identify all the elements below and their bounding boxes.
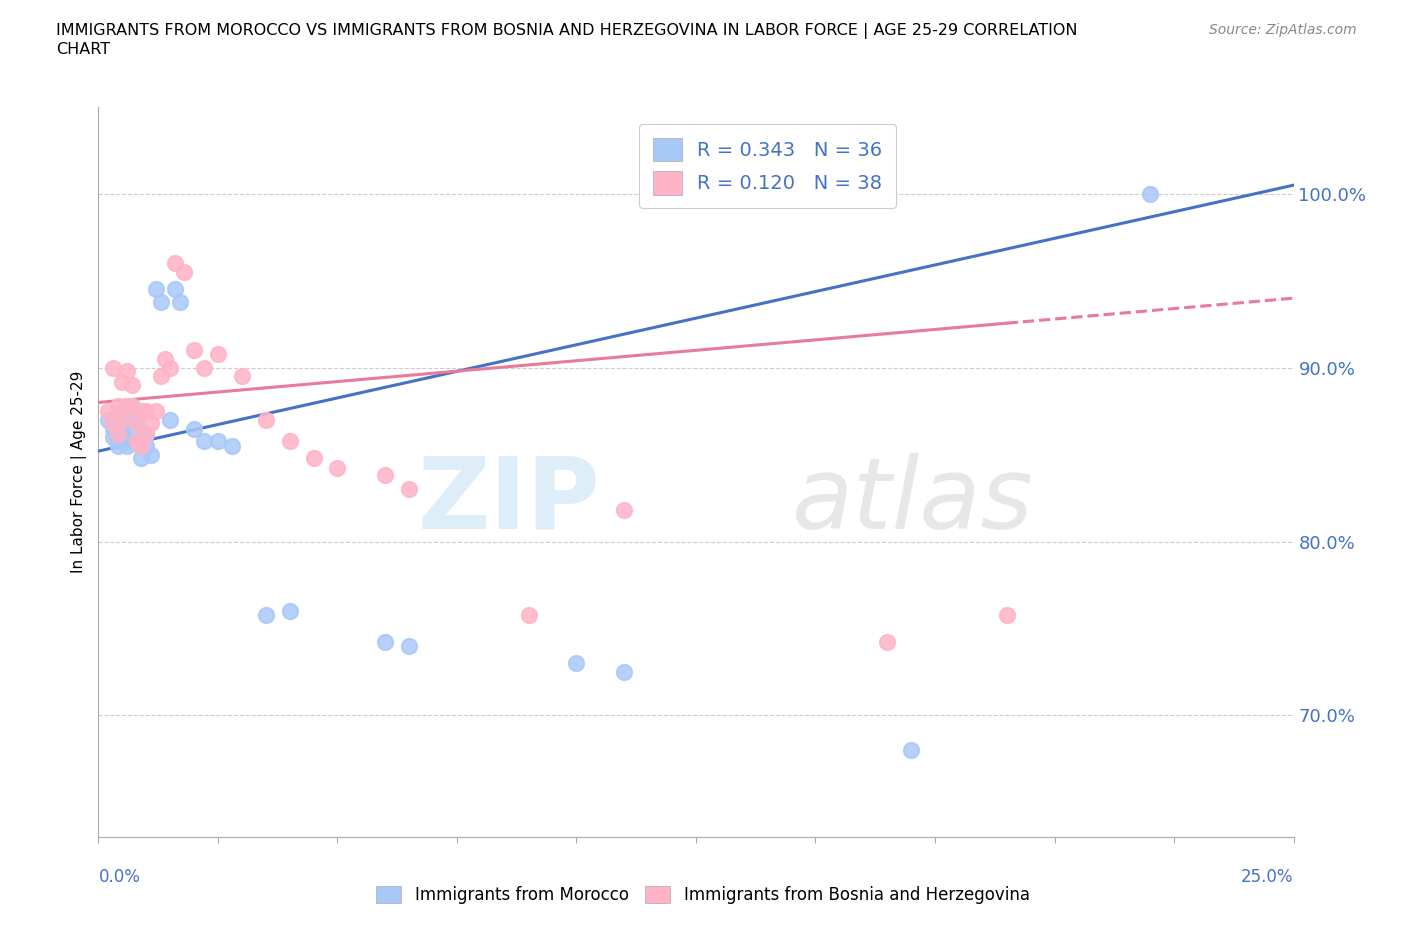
Point <box>159 412 181 427</box>
Point <box>398 482 420 497</box>
Point <box>101 421 124 436</box>
Point <box>97 412 120 427</box>
Point <box>163 282 186 297</box>
Point <box>111 426 134 441</box>
Point <box>221 438 243 453</box>
Text: atlas: atlas <box>792 453 1033 550</box>
Point <box>115 433 138 448</box>
Point <box>169 294 191 309</box>
Point <box>135 438 157 453</box>
Point <box>101 360 124 375</box>
Point <box>149 294 172 309</box>
Point <box>278 604 301 618</box>
Point <box>125 412 148 427</box>
Point <box>613 503 636 518</box>
Point <box>115 438 138 453</box>
Point <box>111 412 134 427</box>
Point <box>565 656 588 671</box>
Legend: Immigrants from Morocco, Immigrants from Bosnia and Herzegovina: Immigrants from Morocco, Immigrants from… <box>370 879 1036 910</box>
Point <box>101 430 124 445</box>
Point <box>207 346 229 361</box>
Point <box>183 343 205 358</box>
Point <box>1139 186 1161 201</box>
Point <box>107 398 129 413</box>
Point <box>107 426 129 441</box>
Point <box>135 426 157 441</box>
Point <box>111 404 134 418</box>
Point <box>121 398 143 413</box>
Text: ZIP: ZIP <box>418 453 600 550</box>
Point <box>125 433 148 448</box>
Point <box>613 664 636 679</box>
Point <box>125 433 148 448</box>
Point <box>193 360 215 375</box>
Point <box>139 416 162 431</box>
Point <box>121 426 143 441</box>
Point <box>254 607 277 622</box>
Point <box>131 451 153 466</box>
Point <box>107 433 129 448</box>
Point <box>517 607 540 622</box>
Point <box>278 433 301 448</box>
Point <box>302 451 325 466</box>
Point <box>121 378 143 392</box>
Point <box>173 265 195 280</box>
Point <box>374 468 396 483</box>
Point <box>183 421 205 436</box>
Point <box>326 461 349 476</box>
Point <box>111 374 134 389</box>
Point <box>163 256 186 271</box>
Point <box>101 416 124 431</box>
Point <box>145 282 167 297</box>
Point <box>149 369 172 384</box>
Point <box>107 438 129 453</box>
Point <box>374 635 396 650</box>
Point <box>876 635 898 650</box>
Point <box>398 638 420 653</box>
Point <box>135 426 157 441</box>
Point <box>131 438 153 453</box>
Legend: R = 0.343   N = 36, R = 0.120   N = 38: R = 0.343 N = 36, R = 0.120 N = 38 <box>640 124 896 208</box>
Text: 25.0%: 25.0% <box>1241 869 1294 886</box>
Text: IMMIGRANTS FROM MOROCCO VS IMMIGRANTS FROM BOSNIA AND HERZEGOVINA IN LABOR FORCE: IMMIGRANTS FROM MOROCCO VS IMMIGRANTS FR… <box>56 23 1078 39</box>
Text: CHART: CHART <box>56 42 110 57</box>
Point <box>97 404 120 418</box>
Point <box>145 404 167 418</box>
Text: Source: ZipAtlas.com: Source: ZipAtlas.com <box>1209 23 1357 37</box>
Point <box>115 398 138 413</box>
Point <box>193 433 215 448</box>
Point <box>995 607 1018 622</box>
Point <box>155 352 177 366</box>
Point <box>111 416 134 431</box>
Point <box>121 398 143 413</box>
Point <box>115 364 138 379</box>
Point <box>207 433 229 448</box>
Point <box>139 447 162 462</box>
Point <box>159 360 181 375</box>
Point <box>231 369 253 384</box>
Point <box>900 743 922 758</box>
Point <box>254 412 277 427</box>
Point <box>125 416 148 431</box>
Point <box>131 438 153 453</box>
Y-axis label: In Labor Force | Age 25-29: In Labor Force | Age 25-29 <box>72 371 87 573</box>
Text: 0.0%: 0.0% <box>98 869 141 886</box>
Point <box>135 404 157 418</box>
Point <box>131 404 153 418</box>
